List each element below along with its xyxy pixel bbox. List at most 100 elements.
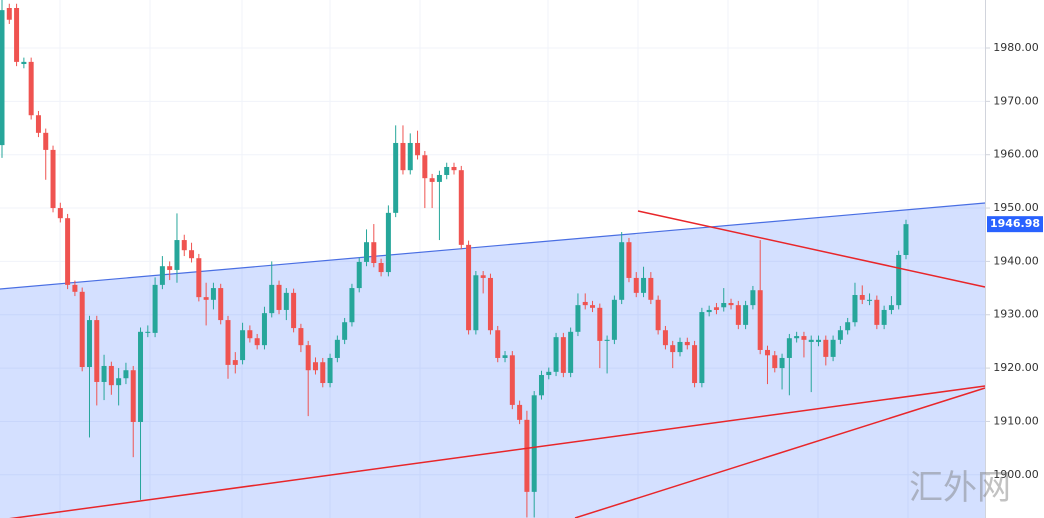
candle-body [203,297,209,300]
trend-line [574,387,986,518]
candle-body [538,375,544,396]
candle-body [677,341,683,353]
candle-body [648,277,654,300]
candle-body [79,291,85,368]
y-tick-label: 1980.00 [993,41,1039,54]
candle-body [43,132,49,150]
candle-body [757,290,763,350]
candle-body [816,339,822,342]
candle-body [356,261,362,289]
candle-body [466,244,472,331]
candle-body [808,339,814,342]
candle-body [225,320,231,365]
price-axis-labels: 1900.00 1910.00 1920.00 1930.00 1940.00 1950.… [985,41,1043,481]
candle-body [130,370,136,422]
candle-body [407,142,413,171]
candle-body [6,8,12,20]
candle-body [743,305,749,325]
candle-body [210,288,216,300]
candle-body [174,240,180,270]
candle-body [261,313,267,346]
candle-body [312,362,318,371]
y-tick-label: 1970.00 [993,94,1039,107]
candle-body [553,337,559,372]
candle-body [750,290,756,306]
candle-body [145,331,151,333]
candle-body [189,250,195,259]
candle-body [305,345,311,371]
candle-body [181,240,187,251]
y-tick-label: 1900.00 [993,468,1039,481]
candle-body [415,142,421,156]
candle-body [116,378,122,386]
candle-body [240,330,246,361]
candle-body [655,299,661,331]
candle-body [167,266,173,270]
candle-body [597,307,603,341]
trend-line [637,210,986,288]
candle-body [772,355,778,369]
candle-body [509,355,515,405]
candle-body [495,330,501,358]
candle-body [845,322,851,331]
candle-body [429,178,435,182]
candle-body [852,295,858,323]
candle-body [320,362,326,384]
candle-body [874,299,880,325]
candle-body [458,170,464,245]
candle-body [422,155,428,179]
candle-body [830,339,836,357]
candle-body [859,295,865,300]
candle-body [641,277,647,293]
candle-body [721,303,727,308]
candle-body [604,339,610,341]
candle-body [903,224,909,255]
candle-body [334,339,340,358]
candle-body [232,360,238,365]
price-axis [985,0,1044,518]
y-tick-label: 1930.00 [993,308,1039,321]
candle-body [364,242,370,262]
candle-body [546,371,552,376]
candle-body [283,292,289,310]
candle-body [764,349,770,356]
candle-body [14,8,20,62]
candle-body [684,341,690,346]
candle-body [611,299,617,340]
candle-body [247,330,253,339]
candle-body [94,320,100,382]
y-tick-label: 1960.00 [993,148,1039,161]
candle-body [473,275,479,331]
candle-body [72,284,78,292]
candle-body [662,330,668,346]
candle-body [590,305,596,308]
candle-body [531,395,537,492]
candle-body [560,337,566,373]
candle-body [385,212,391,273]
candle-body [291,292,297,329]
last-price-box [987,216,1043,233]
candle-body [378,263,384,273]
candle-body [400,142,406,171]
y-tick-label: 1940.00 [993,254,1039,267]
candle-body [349,288,355,323]
candle-body [502,355,508,358]
candle-body [152,284,158,333]
candle-body [254,338,260,346]
candle-body [101,365,107,382]
candle-body [626,242,632,278]
candle-body [298,328,304,346]
candle-body [713,307,719,310]
candle-body [735,305,741,325]
candle-body [568,331,574,373]
candle-body [794,336,800,339]
candle-body [50,149,56,209]
candle-body [582,301,588,306]
candle-body [692,345,698,384]
candle-body [444,166,450,175]
candle-body [35,115,41,133]
candle-body [706,309,712,313]
